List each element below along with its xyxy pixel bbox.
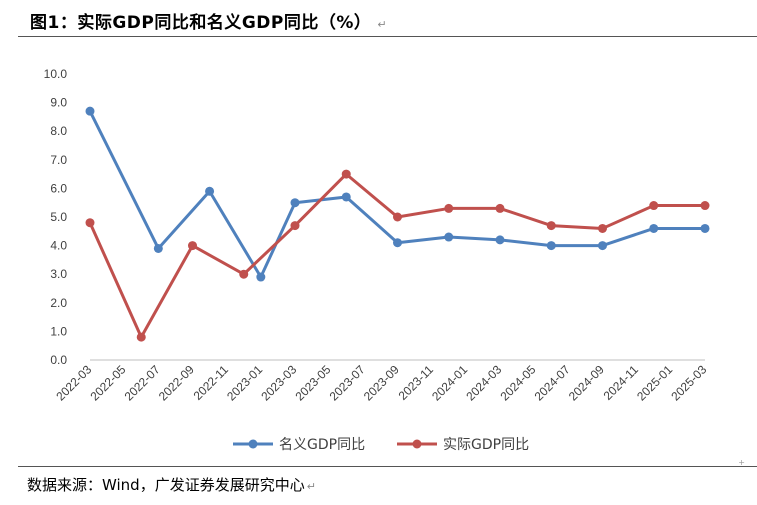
x-tick-label: 2022-03 — [53, 362, 94, 403]
data-point-real — [649, 201, 659, 211]
data-point-real — [598, 223, 607, 233]
data-point-nominal — [546, 241, 556, 251]
series-line-real — [88, 172, 707, 339]
data-point-nominal — [205, 186, 215, 196]
y-tick-label: 4.0 — [50, 239, 67, 253]
y-tick-label: 9.0 — [50, 96, 67, 110]
y-tick-label: 3.0 — [50, 267, 67, 281]
data-point-nominal — [256, 272, 266, 282]
x-tick-label: 2024-05 — [497, 362, 538, 403]
data-point-nominal — [85, 106, 95, 116]
figure-title: 图1：实际GDP同比和名义GDP同比（%） ↵ — [30, 8, 387, 33]
x-tick-label: 2025-01 — [634, 362, 675, 403]
data-point-nominal — [700, 223, 710, 233]
x-tick-label: 2023-05 — [292, 362, 333, 403]
data-point-nominal — [341, 192, 351, 202]
y-tick-label: 5.0 — [50, 210, 67, 224]
legend-swatch-marker — [412, 439, 422, 449]
x-tick-label: 2024-11 — [601, 362, 642, 403]
x-tick-label: 2024-03 — [463, 362, 504, 403]
x-tick-label: 2022-11 — [191, 362, 232, 403]
y-tick-label: 6.0 — [50, 181, 67, 195]
x-tick-label: 2023-07 — [327, 362, 368, 403]
data-point-real — [188, 241, 197, 251]
y-tick-label: 1.0 — [50, 324, 67, 338]
legend-label: 实际GDP同比 — [443, 437, 529, 453]
data-point-nominal — [290, 198, 300, 208]
source-rule — [18, 466, 757, 467]
data-point-real — [239, 269, 249, 279]
data-point-real — [341, 169, 351, 179]
paragraph-mark-icon: ↵ — [377, 18, 388, 31]
title-rule — [18, 36, 757, 37]
data-point-real — [290, 221, 300, 231]
figure-title-text: 图1：实际GDP同比和名义GDP同比（%） — [30, 13, 372, 33]
data-point-nominal — [598, 241, 607, 251]
y-tick-label: 2.0 — [50, 296, 67, 310]
data-point-nominal — [153, 243, 163, 253]
data-point-real — [85, 218, 95, 228]
source-note: 数据来源：Wind，广发证券发展研究中心 ↵ — [27, 474, 316, 495]
data-point-nominal — [393, 238, 402, 248]
chart-container: 0.0 1.0 2.0 3.0 4.0 5.0 6.0 7.0 8.0 9.0 10.0 2022-0… — [0, 37, 757, 465]
data-point-real — [393, 212, 402, 222]
x-tick-label: 2024-07 — [532, 362, 573, 403]
series-line-nominal — [88, 109, 707, 279]
x-tick-label: 2024-09 — [566, 362, 607, 403]
paragraph-mark-icon: ↵ — [306, 480, 316, 493]
x-tick-label: 2025-03 — [668, 362, 709, 403]
legend-label: 名义GDP同比 — [279, 437, 365, 453]
data-point-nominal — [649, 223, 659, 233]
y-tick-label: 7.0 — [50, 153, 67, 167]
y-tick-label: 0.0 — [50, 353, 67, 367]
x-tick-label: 2024-01 — [429, 362, 470, 403]
data-point-real — [495, 203, 505, 213]
x-tick-label: 2023-03 — [258, 362, 299, 403]
data-point-real — [136, 332, 146, 342]
y-tick-label: 10.0 — [44, 67, 68, 81]
data-point-nominal — [495, 235, 505, 245]
legend-swatch-marker — [248, 439, 258, 449]
data-point-nominal — [444, 232, 454, 242]
x-tick-label: 2022-05 — [87, 362, 128, 403]
data-point-real — [444, 203, 454, 213]
x-tick-label: 2022-09 — [156, 362, 197, 403]
corner-mark: + — [738, 458, 745, 467]
x-tick-label: 2023-11 — [396, 362, 437, 403]
x-tick-label: 2023-09 — [361, 362, 402, 403]
data-point-real — [546, 221, 556, 231]
source-text: 数据来源：Wind，广发证券发展研究中心 — [27, 476, 305, 494]
data-point-real — [700, 201, 710, 211]
gdp-line-chart: 0.0 1.0 2.0 3.0 4.0 5.0 6.0 7.0 8.0 9.0 10.0 2022-0… — [44, 67, 710, 453]
x-tick-label: 2023-01 — [224, 362, 265, 403]
x-tick-label: 2022-07 — [122, 362, 163, 403]
y-tick-label: 8.0 — [50, 124, 67, 138]
